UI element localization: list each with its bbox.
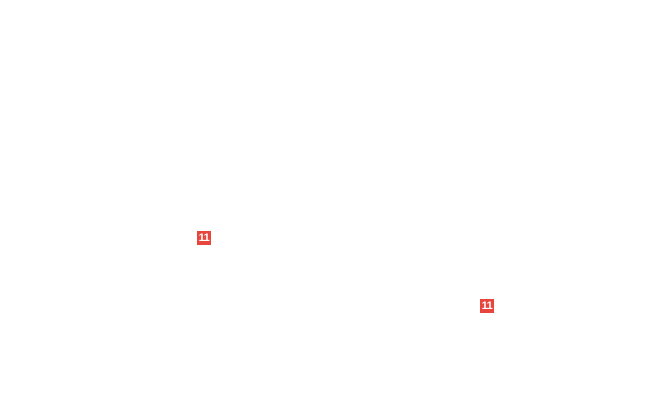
count-badge[interactable]: 11 bbox=[197, 231, 211, 245]
count-badge[interactable]: 11 bbox=[480, 299, 494, 313]
